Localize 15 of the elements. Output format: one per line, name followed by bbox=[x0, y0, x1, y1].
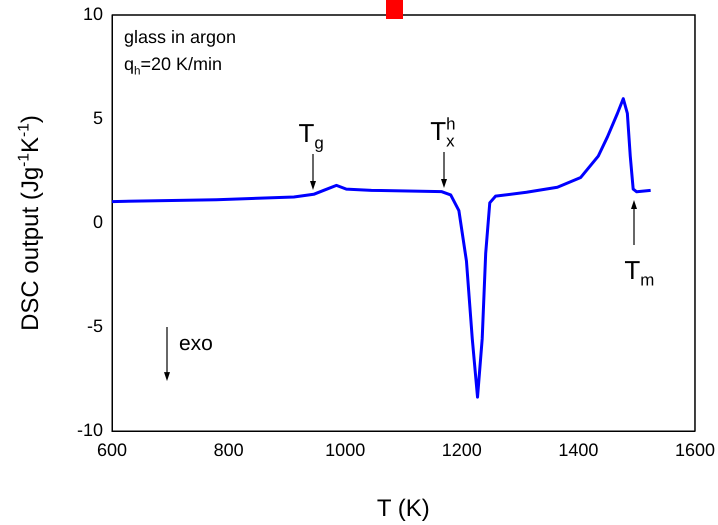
x-tick-label: 1600 bbox=[674, 440, 715, 460]
y-tick-label: -10 bbox=[76, 420, 103, 440]
x-tick-label: 1400 bbox=[558, 440, 598, 460]
x-axis-title: T (K) bbox=[376, 495, 430, 522]
y-tick-label: 10 bbox=[82, 4, 103, 24]
y-tick-label: 0 bbox=[92, 212, 103, 232]
x-tick-label: 800 bbox=[214, 440, 244, 460]
x-tick-label: 600 bbox=[96, 440, 128, 460]
y-axis-title: DSC output (Jg-1K-1) bbox=[15, 115, 44, 331]
annotation: glass in argon bbox=[124, 27, 236, 47]
annotation: exo bbox=[179, 332, 213, 355]
y-tick-label: 5 bbox=[92, 108, 103, 128]
y-tick-label: -5 bbox=[86, 316, 103, 336]
x-tick-label: 1200 bbox=[442, 440, 482, 460]
x-tick-label: 1000 bbox=[325, 440, 366, 460]
